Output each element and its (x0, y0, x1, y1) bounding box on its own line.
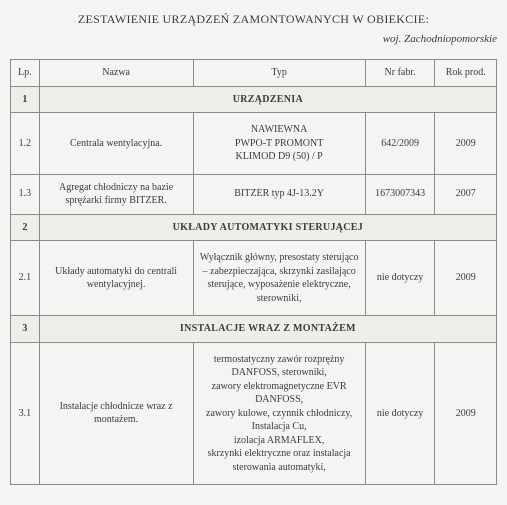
section-title: URZĄDZENIA (39, 86, 496, 113)
cell-type: termostatyczny zawór rozprężny DANFOSS, … (193, 342, 365, 485)
cell-fab: 642/2009 (365, 113, 435, 175)
cell-type: NAWIEWNAPWPO-T PROMONTKLIMOD D9 (50) / P (193, 113, 365, 175)
cell-name: Centrala wentylacyjna. (39, 113, 193, 175)
cell-type: Wyłącznik główny, presostaty sterująco –… (193, 241, 365, 316)
cell-lp: 2.1 (11, 241, 40, 316)
cell-fab: nie dotyczy (365, 342, 435, 485)
col-lp: Lp. (11, 60, 40, 87)
table-row: 1.2 Centrala wentylacyjna. NAWIEWNAPWPO-… (11, 113, 497, 175)
section-row: 1 URZĄDZENIA (11, 86, 497, 113)
section-num: 2 (11, 214, 40, 241)
cell-lp: 1.2 (11, 113, 40, 175)
col-name: Nazwa (39, 60, 193, 87)
section-title: INSTALACJE WRAZ Z MONTAŻEM (39, 316, 496, 343)
cell-fab: 1673007343 (365, 174, 435, 214)
cell-year: 2009 (435, 241, 497, 316)
equipment-table: Lp. Nazwa Typ Nr fabr. Rok prod. 1 URZĄD… (10, 59, 497, 485)
section-row: 3 INSTALACJE WRAZ Z MONTAŻEM (11, 316, 497, 343)
cell-year: 2009 (435, 113, 497, 175)
cell-name: Układy automatyki do centrali wentylacyj… (39, 241, 193, 316)
table-row: 3.1 Instalacje chłodnicze wraz z montaże… (11, 342, 497, 485)
col-fab: Nr fabr. (365, 60, 435, 87)
table-row: 1.3 Agregat chłodniczy na bazie sprężark… (11, 174, 497, 214)
table-header-row: Lp. Nazwa Typ Nr fabr. Rok prod. (11, 60, 497, 87)
cell-name: Instalacje chłodnicze wraz z montażem. (39, 342, 193, 485)
cell-type: BITZER typ 4J-13.2Y (193, 174, 365, 214)
page-region: woj. Zachodniopomorskie (10, 33, 497, 45)
cell-name: Agregat chłodniczy na bazie sprężarki fi… (39, 174, 193, 214)
cell-lp: 1.3 (11, 174, 40, 214)
cell-lp: 3.1 (11, 342, 40, 485)
table-row: 2.1 Układy automatyki do centrali wentyl… (11, 241, 497, 316)
cell-year: 2009 (435, 342, 497, 485)
section-num: 1 (11, 86, 40, 113)
section-title: UKŁADY AUTOMATYKI STERUJĄCEJ (39, 214, 496, 241)
cell-year: 2007 (435, 174, 497, 214)
section-row: 2 UKŁADY AUTOMATYKI STERUJĄCEJ (11, 214, 497, 241)
col-year: Rok prod. (435, 60, 497, 87)
cell-fab: nie dotyczy (365, 241, 435, 316)
page-title: ZESTAWIENIE URZĄDZEŃ ZAMONTOWANYCH W OBI… (10, 12, 497, 27)
section-num: 3 (11, 316, 40, 343)
col-type: Typ (193, 60, 365, 87)
